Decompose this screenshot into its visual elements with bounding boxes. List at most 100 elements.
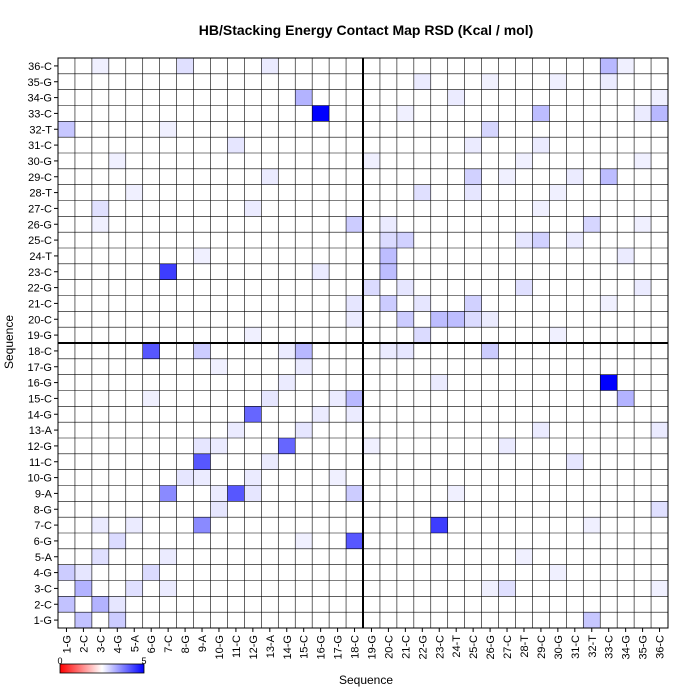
heatmap-cell [413,295,431,312]
quadrant-dividers [58,58,668,628]
heatmap-cell [193,453,211,470]
heatmap-cell [244,200,262,217]
heatmap-cell [515,548,533,565]
heatmap-cell [58,564,75,581]
x-tick-label: 27-C [502,635,514,659]
heatmap-cell [396,311,414,328]
heatmap-cell [481,73,499,90]
x-tick-label: 15-C [299,635,311,659]
heatmap-cell [413,73,431,90]
heatmap-cell [447,311,465,328]
heatmap-cell [532,137,550,153]
heatmap-cell [447,485,465,502]
x-tick-label: 33-C [604,635,616,659]
x-axis-label: Sequence [339,673,393,687]
y-tick-label: 27-C [28,203,52,215]
x-tick-label: 23-C [434,635,446,659]
heatmap-cell [363,153,380,169]
heatmap-cell [108,533,126,549]
heatmap-cell [159,121,177,138]
x-tick-label: 25-C [468,635,480,659]
x-tick-label: 22-G [417,635,429,659]
heatmap-cell [600,295,618,312]
y-tick-label: 10-G [28,473,52,485]
y-tick-label: 22-G [28,283,52,295]
colorbar-max-label: 5 [141,656,146,666]
y-tick-label: 33-C [28,108,52,120]
heatmap-cell [532,422,550,438]
heatmap-cell [261,453,279,470]
heatmap-cell [91,517,109,533]
heatmap-cell [125,517,143,533]
heatmap-cell [108,612,126,628]
heatmap-cell [346,485,363,502]
heatmap-cell [498,438,516,454]
heatmap-cell [464,168,482,185]
y-tick-label: 7-C [34,520,52,532]
x-tick-label: 8-G [180,635,192,653]
heatmap-cell [634,105,652,122]
heatmap-cell [159,485,177,502]
heatmap-cell [379,216,397,233]
heatmap-cell [210,501,228,518]
heatmap-cell [651,501,668,518]
y-tick-label: 17-G [28,362,52,374]
heatmap-cell [193,248,211,264]
y-tick-label: 32-T [29,124,52,136]
x-tick-labels: 1-G 2-C 3-C 4-G 5-A 6-G 7-C 8-G 9-A 10-G 11-C 12-G 1… [61,628,667,659]
x-tick-label: 30-G [553,635,565,659]
heatmap-cell [210,358,228,375]
x-tick-label: 19-G [366,635,378,659]
heatmap-cell [600,168,618,185]
y-tick-label: 24-T [29,251,52,263]
y-tick-label: 3-C [34,583,52,595]
x-tick-label: 9-A [197,634,209,652]
heatmap-cell [447,89,465,106]
heatmap-cell [464,295,482,312]
heatmap-cell [515,279,533,296]
x-tick-label: 36-C [655,635,667,659]
heatmap-cell [346,533,363,549]
heatmap-cell [430,374,448,391]
x-tick-label: 13-A [265,634,277,658]
heatmap-cell [329,390,347,407]
y-axis-label: Sequence [2,315,16,369]
heatmap-cell [413,327,431,343]
x-tick-label: 4-G [112,635,124,653]
heatmap-cell [159,548,177,565]
x-tick-label: 17-G [333,635,345,659]
colorbar-min-label: 0 [57,656,62,666]
heatmap-cell [346,311,363,328]
heatmap-cell [651,580,668,597]
heatmap-cell [617,248,635,264]
heatmap-cell [108,153,126,169]
heatmap-cell [193,438,211,454]
heatmap-cell [108,596,126,613]
heatmap-cell [295,358,313,375]
heatmap-cell [634,279,652,296]
y-tick-label: 16-G [28,378,52,390]
y-tick-label: 15-C [28,393,52,405]
y-tick-label: 12-G [28,441,52,453]
heatmap-cell [244,469,262,486]
heatmap-cell [74,564,92,581]
heatmap-cell [430,517,448,533]
heatmap-cell [481,580,499,597]
heatmap-cell [549,564,567,581]
heatmap-cell [583,517,601,533]
x-tick-label: 32-T [587,635,599,658]
heatmap-cell [278,374,296,391]
heatmap-cell [379,263,397,280]
heatmap-cell [312,263,330,280]
y-tick-label: 23-C [28,267,52,279]
heatmap-cell [617,390,635,407]
heatmap-cell [176,58,194,74]
y-tick-label: 28-T [29,188,52,200]
heatmap-cell [193,517,211,533]
y-tick-label: 35-G [28,77,52,89]
x-tick-label: 11-C [231,635,243,658]
y-tick-label: 1-G [34,615,52,627]
heatmap-cell [396,232,414,248]
y-tick-label: 20-C [28,314,52,326]
y-tick-label: 36-C [28,61,52,73]
